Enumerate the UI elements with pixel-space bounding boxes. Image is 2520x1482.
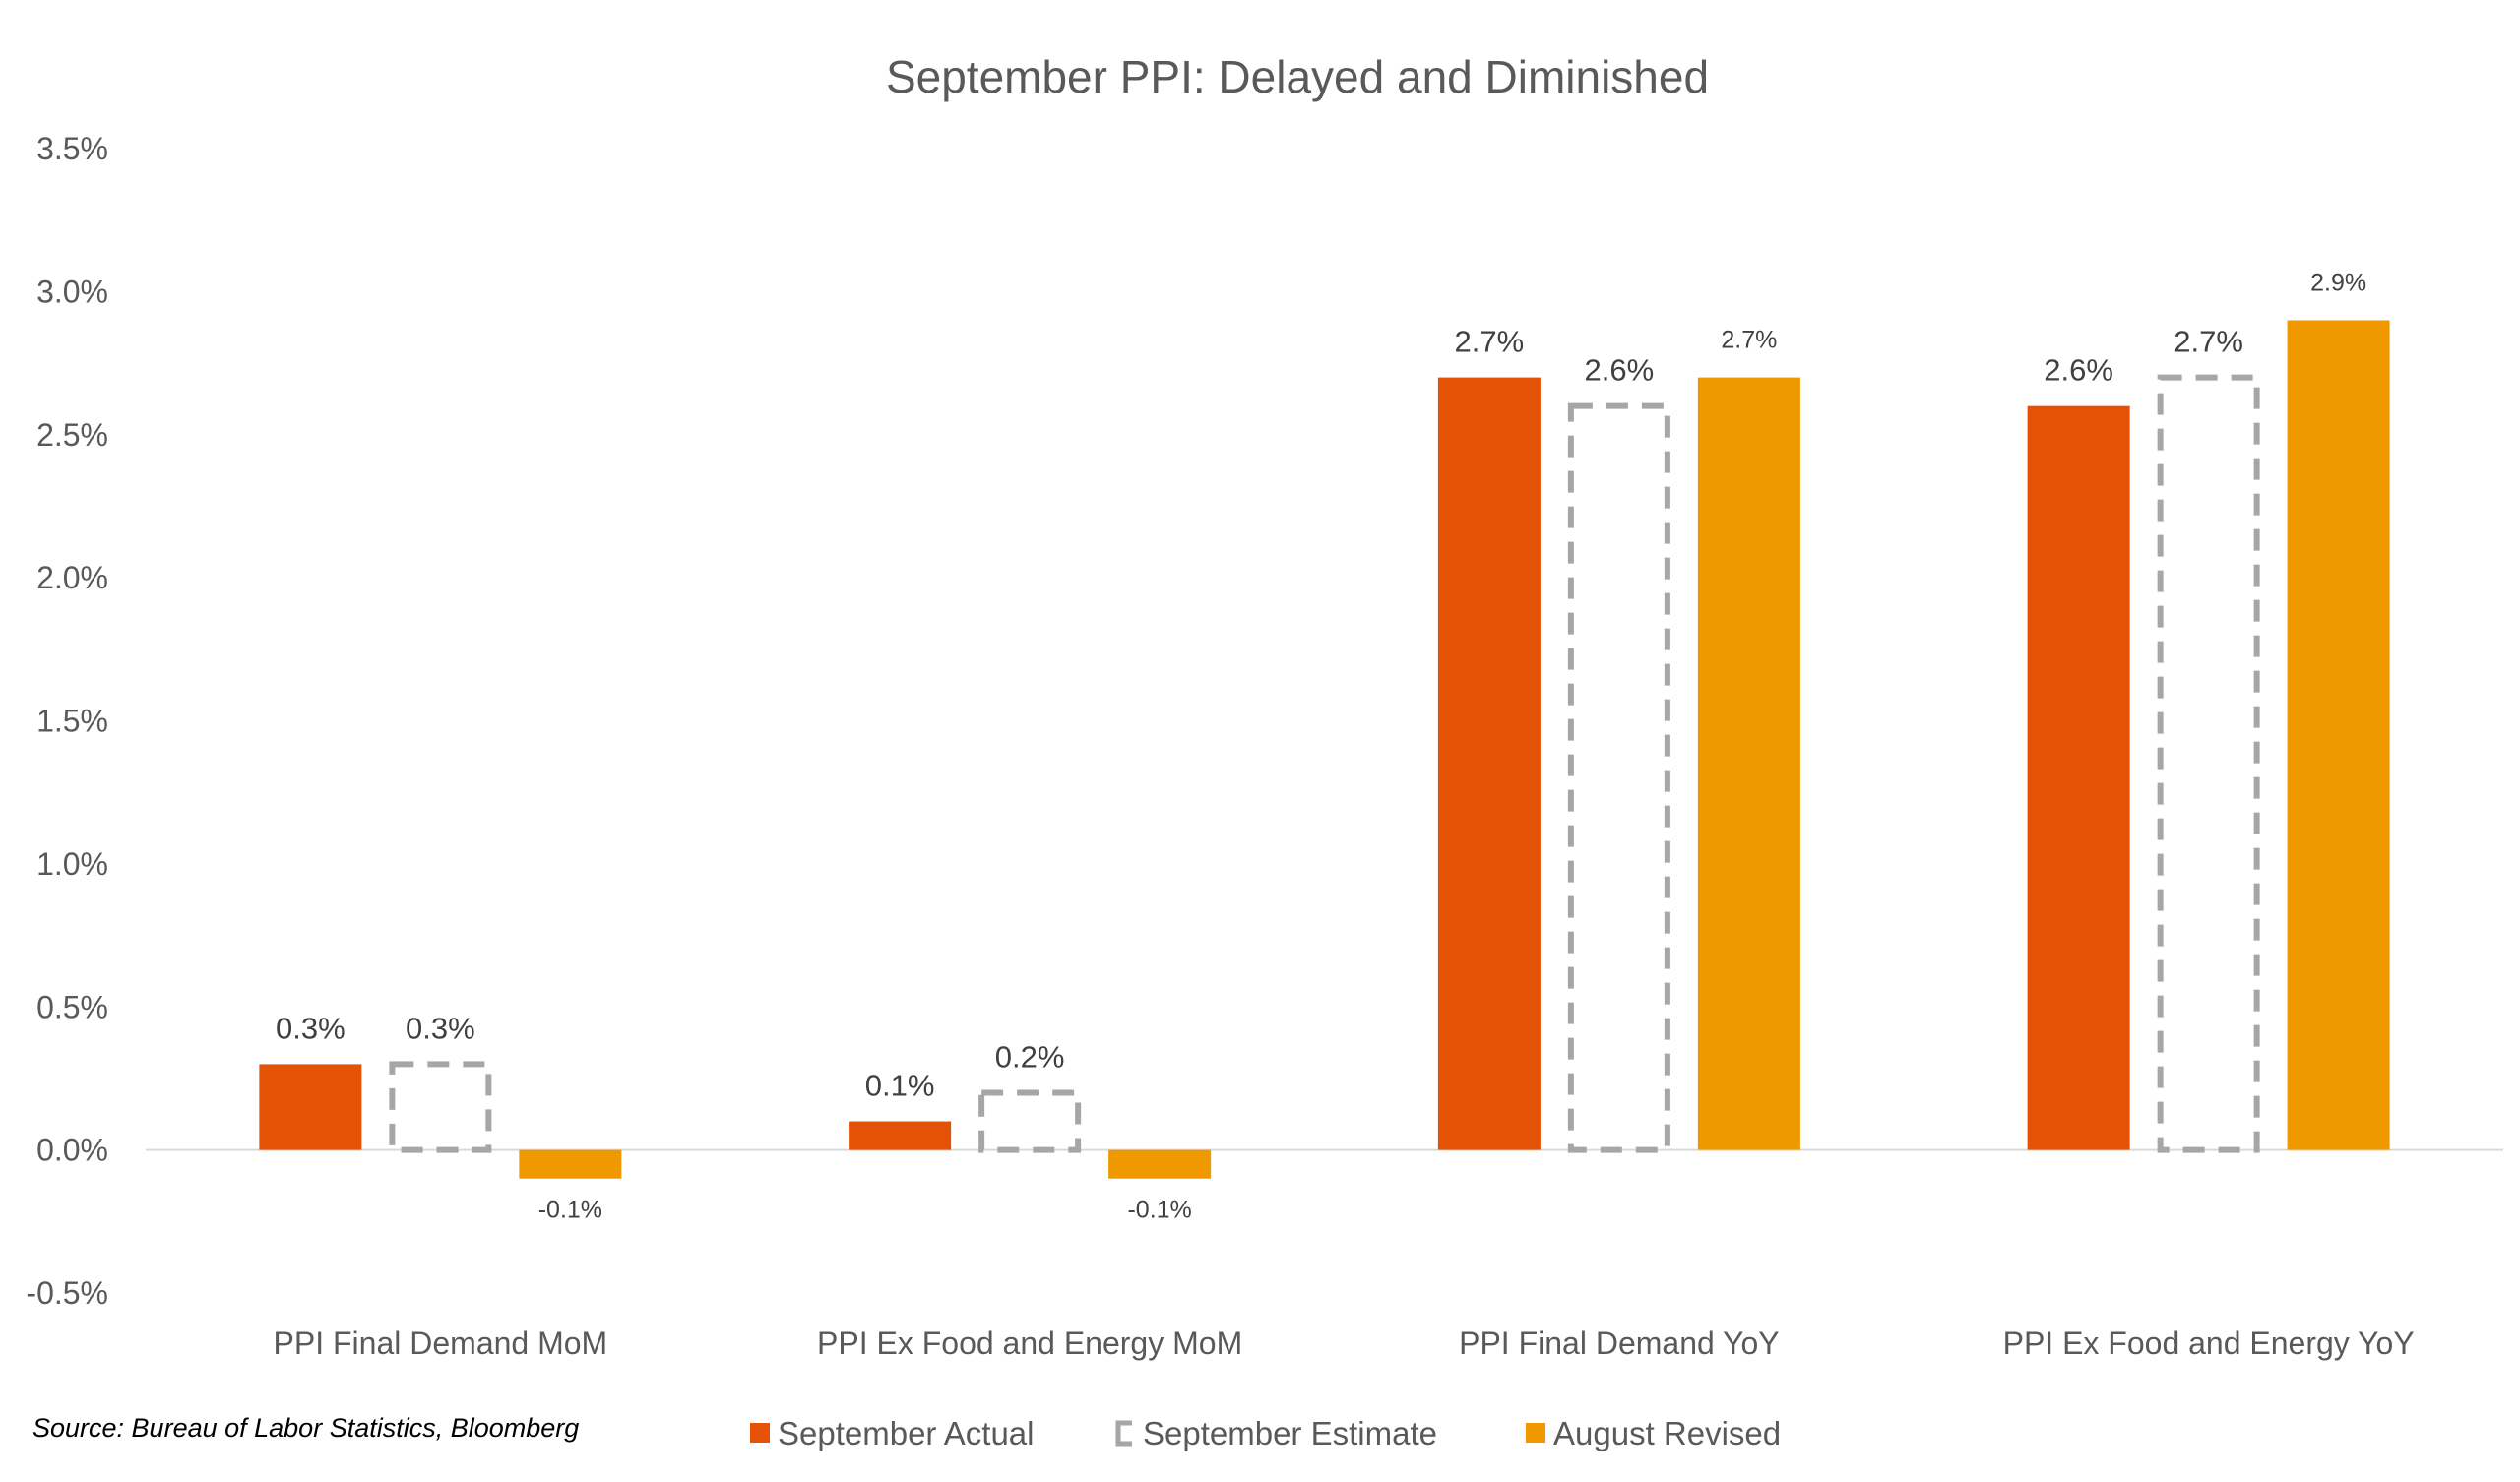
bar-september-actual <box>1437 377 1541 1150</box>
legend-item: September Actual <box>750 1415 1035 1451</box>
data-label: 0.3% <box>406 1011 475 1045</box>
data-label: -0.1% <box>1127 1197 1191 1224</box>
bar-september-estimate <box>389 1061 492 1153</box>
legend-item: September Estimate <box>1115 1415 1437 1451</box>
bar-august-revised <box>519 1149 622 1179</box>
data-label: -0.1% <box>538 1197 602 1224</box>
y-tick-label: 2.5% <box>36 417 108 453</box>
legend-label: September Estimate <box>1143 1415 1437 1451</box>
legend-swatch <box>1115 1420 1132 1447</box>
data-label: 2.6% <box>2044 353 2113 388</box>
y-tick-label: 1.0% <box>36 846 108 882</box>
legend-item: August Revised <box>1526 1415 1781 1451</box>
category-label: PPI Ex Food and Energy YoY <box>2003 1326 2415 1361</box>
data-label: 0.3% <box>276 1011 346 1045</box>
legend: September Actual September Estimate August… <box>750 1415 1781 1451</box>
bar-september-estimate <box>1567 402 1670 1153</box>
source-note: Source: Bureau of Labor Statistics, Bloo… <box>32 1413 579 1443</box>
data-label: 2.9% <box>2310 269 2366 296</box>
data-label: 0.2% <box>995 1039 1065 1074</box>
bar-september-actual <box>2027 405 2130 1150</box>
data-label: 2.6% <box>1585 353 1655 388</box>
data-label: 2.7% <box>1721 327 1777 354</box>
category-label: PPI Ex Food and Energy MoM <box>817 1326 1242 1361</box>
data-label: 2.7% <box>1455 325 1525 359</box>
legend-swatch <box>1526 1423 1545 1443</box>
bar-september-estimate <box>978 1089 1082 1153</box>
y-tick-label: 0.5% <box>36 989 108 1024</box>
chart-title: September PPI: Delayed and Diminished <box>886 51 1709 102</box>
x-axis: PPI Final Demand MoM PPI Ex Food and Ener… <box>274 1326 2415 1361</box>
category-label: PPI Final Demand MoM <box>274 1326 608 1361</box>
y-tick-label: 2.0% <box>36 560 108 595</box>
legend-label: September Actual <box>778 1415 1035 1451</box>
bar-september-actual <box>259 1064 362 1150</box>
legend-swatch <box>750 1423 770 1443</box>
y-tick-label: 3.0% <box>36 274 108 309</box>
legend-label: August Revised <box>1553 1415 1781 1451</box>
y-tick-label: -0.5% <box>26 1275 108 1311</box>
bar-august-revised <box>1697 377 1800 1150</box>
y-tick-label: 3.5% <box>36 131 108 166</box>
y-tick-label: 0.0% <box>36 1133 108 1168</box>
y-axis: -0.5% 0.0% 0.5% 1.0% 1.5% 2.0% 2.5% 3.0% 3.5% <box>26 131 108 1311</box>
bar-august-revised <box>1108 1149 1212 1179</box>
category-label: PPI Final Demand YoY <box>1459 1326 1780 1361</box>
data-label: 2.7% <box>2174 325 2243 359</box>
bar-september-actual <box>849 1121 952 1150</box>
bar-september-estimate <box>2157 374 2260 1153</box>
data-label: 0.1% <box>865 1069 935 1103</box>
y-tick-label: 1.5% <box>36 704 108 739</box>
bar-august-revised <box>2287 320 2390 1150</box>
bars: 0.3% 0.3% -0.1% 0.1% 0.2% -0.1% 2.7% 2.6% 2.7% 2.… <box>259 269 2390 1224</box>
